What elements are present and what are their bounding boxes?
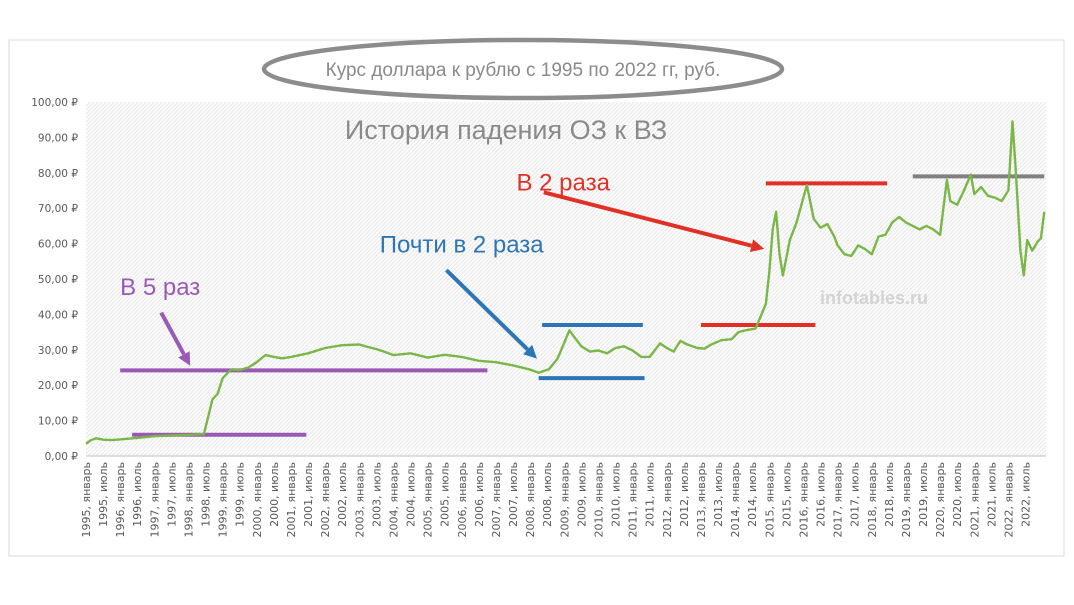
x-tick-label: 2022, июль xyxy=(1020,462,1033,527)
x-tick-label: 2002, июль xyxy=(336,462,349,527)
annotation-arrow xyxy=(445,268,530,351)
x-tick-label: 2007, январь xyxy=(490,462,503,538)
x-tick-label: 1996, январь xyxy=(114,462,127,538)
y-tick-label: 50,00 ₽ xyxy=(38,274,78,286)
x-tick-label: 2012, январь xyxy=(661,462,674,538)
x-tick-label: 1997, июль xyxy=(165,462,178,527)
y-axis: 0,00 ₽ 10,00 ₽ 20,00 ₽ 30,00 ₽ 40,00 ₽ 50,00 … xyxy=(31,97,78,463)
plot-area xyxy=(86,102,1046,456)
x-tick-label: 2014, январь xyxy=(729,462,742,538)
x-tick-label: 2020, январь xyxy=(934,462,947,538)
x-tick-label: 1999, июль xyxy=(234,462,247,527)
x-tick-label: 2017, январь xyxy=(832,462,845,538)
y-tick-label: 20,00 ₽ xyxy=(38,380,78,392)
x-tick-label: 2016, январь xyxy=(797,462,810,538)
x-tick-label: 2014, июль xyxy=(746,462,759,527)
x-tick-label: 2018, январь xyxy=(866,462,879,538)
y-tick-label: 80,00 ₽ xyxy=(38,168,78,180)
y-tick-label: 40,00 ₽ xyxy=(38,309,78,321)
x-tick-label: 2012, июль xyxy=(678,462,691,527)
x-tick-label: 2021, январь xyxy=(968,462,981,538)
annotation-arrowhead xyxy=(178,351,191,366)
x-tick-label: 2009, июль xyxy=(575,462,588,527)
x-tick-label: 2011, июль xyxy=(644,462,657,527)
x-tick-label: 2019, январь xyxy=(900,462,913,538)
x-tick-label: 1996, июль xyxy=(131,462,144,527)
x-tick-label: 2000, январь xyxy=(251,462,264,538)
x-tick-label: 2011, январь xyxy=(627,462,640,538)
y-tick-label: 70,00 ₽ xyxy=(38,203,78,215)
x-tick-label: 2006, июль xyxy=(473,462,486,527)
x-tick-label: 2022, январь xyxy=(1002,462,1015,538)
x-axis: 1995, январь 1995, июль 1996, январь 1996, … xyxy=(80,455,1046,538)
series-line xyxy=(85,120,1046,445)
x-tick-label: 2021, июль xyxy=(985,462,998,527)
y-tick-label: 60,00 ₽ xyxy=(38,239,78,251)
x-tick-label: 2017, июль xyxy=(849,462,862,527)
x-tick-label: 1998, январь xyxy=(182,462,195,538)
x-tick-label: 1999, январь xyxy=(217,462,230,538)
annotation-arrowhead xyxy=(749,239,765,252)
y-tick-label: 10,00 ₽ xyxy=(38,416,78,428)
x-tick-label: 2006, январь xyxy=(456,462,469,538)
x-tick-label: 2007, июль xyxy=(507,462,520,527)
annotations: В 5 раз Почти в 2 раза В 2 раза xyxy=(120,170,765,366)
x-tick-label: 2005, июль xyxy=(439,462,452,527)
x-tick-label: 2003, июль xyxy=(370,462,383,527)
x-tick-label: 2016, июль xyxy=(815,462,828,527)
x-tick-label: 2001, июль xyxy=(302,462,315,527)
chart-title: Курс доллара к рублю с 1995 по 2022 гг, … xyxy=(326,60,721,81)
annotation-arrow xyxy=(159,311,186,356)
x-tick-label: 1995, январь xyxy=(80,462,93,538)
x-tick-label: 2000, июль xyxy=(268,462,281,527)
x-tick-label: 2015, июль xyxy=(780,462,793,527)
x-tick-label: 1995, июль xyxy=(97,462,110,527)
annotation-label: Почти в 2 раза xyxy=(380,231,545,258)
x-tick-label: 2005, январь xyxy=(422,462,435,538)
x-tick-label: 1998, июль xyxy=(200,462,213,527)
x-tick-label: 2008, июль xyxy=(541,462,554,527)
annotation-arrow xyxy=(543,190,753,248)
y-tick-label: 0,00 ₽ xyxy=(45,451,79,463)
x-tick-label: 2009, январь xyxy=(558,462,571,538)
watermark: infotables.ru xyxy=(820,288,928,308)
x-tick-label: 2004, январь xyxy=(387,462,400,538)
x-tick-label: 2013, июль xyxy=(712,462,725,527)
reference-lines xyxy=(120,174,1045,437)
y-tick-label: 100,00 ₽ xyxy=(31,97,78,109)
x-tick-label: 2008, январь xyxy=(524,462,537,538)
x-tick-label: 2010, январь xyxy=(592,462,605,538)
annotation-label: В 5 раз xyxy=(120,274,200,301)
x-tick-label: 2003, январь xyxy=(353,462,366,538)
x-tick-label: 2020, июль xyxy=(951,462,964,527)
chart-subtitle: История падения ОЗ к ВЗ xyxy=(345,115,667,145)
x-tick-label: 1997, январь xyxy=(148,462,161,538)
x-tick-label: 2019, июль xyxy=(917,462,930,527)
title-ellipse xyxy=(261,37,785,101)
y-tick-label: 30,00 ₽ xyxy=(38,345,78,357)
x-tick-label: 2004, июль xyxy=(405,462,418,527)
x-tick-label: 2001, январь xyxy=(285,462,298,538)
series-layer xyxy=(85,120,1046,445)
y-tick-label: 90,00 ₽ xyxy=(38,132,78,144)
x-tick-label: 2013, январь xyxy=(695,462,708,538)
annotation-arrowhead xyxy=(523,344,537,359)
annotation-label: В 2 раза xyxy=(516,170,610,197)
x-tick-label: 2018, июль xyxy=(883,462,896,527)
x-tick-label: 2015, январь xyxy=(763,462,776,538)
x-tick-label: 2002, январь xyxy=(319,462,332,538)
x-tick-label: 2010, июль xyxy=(610,462,623,527)
